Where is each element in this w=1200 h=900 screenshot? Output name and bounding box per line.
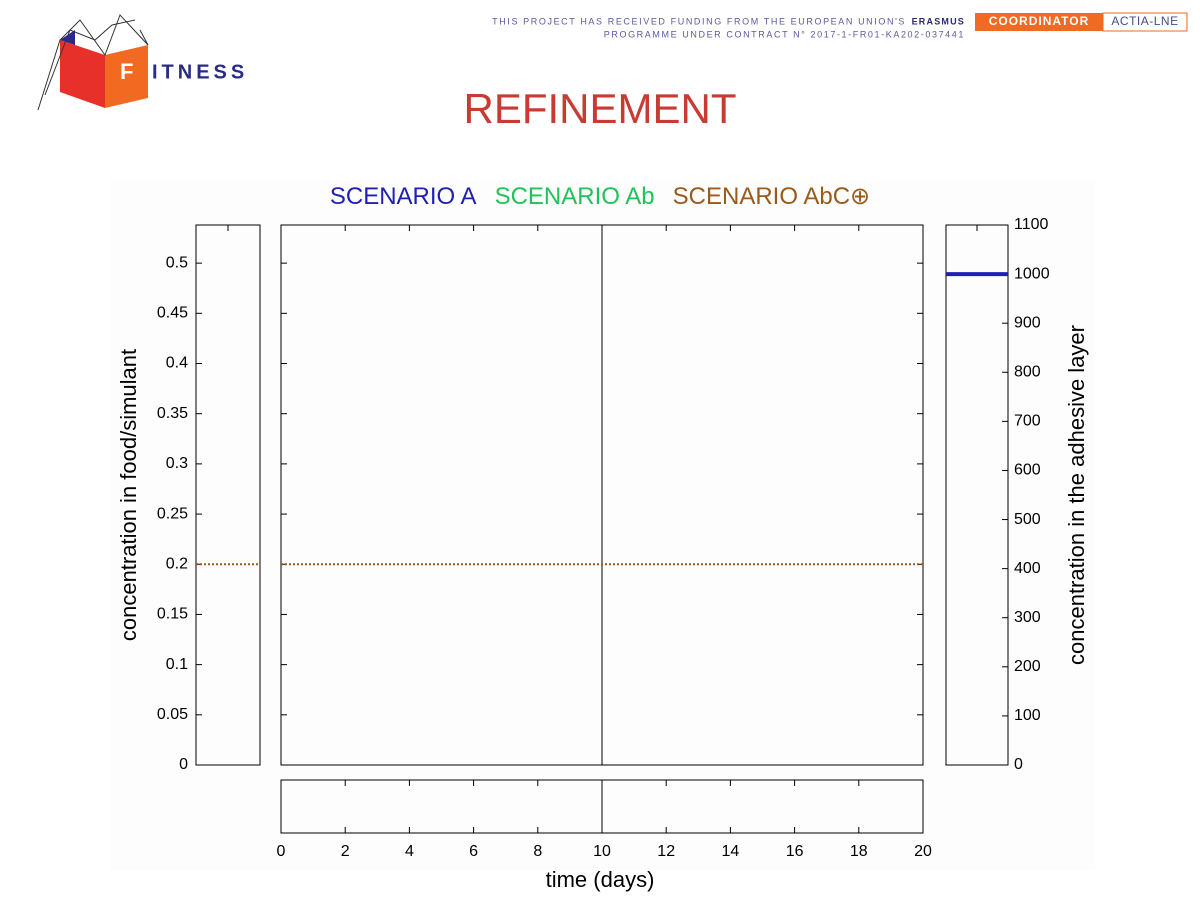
y-tick-label: 0.3	[166, 455, 188, 472]
y2-tick-label: 1100	[1014, 216, 1049, 233]
y-tick-label: 0.4	[166, 355, 188, 372]
x-tick-label: 18	[850, 843, 868, 860]
y2-tick-label: 800	[1014, 363, 1041, 380]
legend-entry: SCENARIO AbC⊕	[673, 183, 871, 210]
y-tick-label: 0.05	[157, 706, 188, 723]
y-tick-label: 0	[179, 756, 188, 773]
y2-tick-label: 900	[1014, 314, 1041, 331]
y-tick-label: 0.1	[166, 656, 188, 673]
y-tick-label: 0.15	[157, 606, 188, 623]
coordinator-box	[1102, 12, 1188, 32]
y2-tick-label: 500	[1014, 511, 1041, 528]
y2-tick-label: 700	[1014, 413, 1041, 430]
y2-tick-label: 1000	[1014, 265, 1050, 282]
funding-line: PROGRAMME UNDER CONTRACT N° 2017-1-FR01-…	[604, 29, 965, 39]
x-tick-label: 0	[277, 843, 286, 860]
x-tick-label: 8	[533, 843, 542, 860]
logo-initial: F	[120, 59, 133, 84]
y2-tick-label: 400	[1014, 560, 1041, 577]
funding-program: ERASMUS	[912, 16, 965, 26]
x-axis-label: time (days)	[546, 867, 655, 892]
x-tick-label: 10	[593, 843, 611, 860]
logo: F ITNESS	[37, 14, 248, 111]
y-tick-label: 0.5	[166, 254, 188, 271]
y-tick-label: 0.35	[157, 405, 188, 422]
x-tick-label: 14	[722, 843, 740, 860]
y-tick-label: 0.25	[157, 505, 188, 522]
y2-tick-label: 100	[1014, 707, 1041, 724]
y-tick-label: 0.45	[157, 305, 188, 322]
legend-title: SCENARIO A SCENARIO Ab SCENARIO AbC⊕	[330, 183, 870, 210]
legend-entry: SCENARIO A	[330, 183, 477, 210]
x-tick-label: 16	[786, 843, 804, 860]
x-tick-label: 2	[341, 843, 350, 860]
y2-axis-label: concentration in the adhesive layer	[1064, 325, 1089, 665]
legend-entry: SCENARIO Ab	[495, 183, 655, 210]
logo-text: ITNESS	[152, 61, 248, 83]
coordinator-name: ACTIA-LNE	[1111, 14, 1178, 28]
y-axis-label: concentration in food/simulant	[116, 349, 141, 641]
x-tick-label: 20	[914, 843, 932, 860]
y2-tick-label: 600	[1014, 462, 1041, 479]
y2-tick-label: 200	[1014, 658, 1041, 675]
x-tick-label: 6	[469, 843, 478, 860]
chart: SCENARIO A SCENARIO Ab SCENARIO AbC⊕ 0 0.05 0…	[116, 183, 1089, 891]
y2-tick-label: 0	[1014, 756, 1023, 773]
y2-tick-label: 300	[1014, 609, 1041, 626]
funding-line: THIS PROJECT HAS RECEIVED FUNDING FROM T…	[492, 16, 906, 26]
coordinator-badge	[975, 13, 1103, 31]
coordinator-label: COORDINATOR	[989, 14, 1090, 28]
x-tick-label: 12	[657, 843, 675, 860]
y-tick-label: 0.2	[166, 555, 188, 572]
slide-title: REFINEMENT	[464, 85, 737, 132]
x-tick-label: 4	[405, 843, 414, 860]
